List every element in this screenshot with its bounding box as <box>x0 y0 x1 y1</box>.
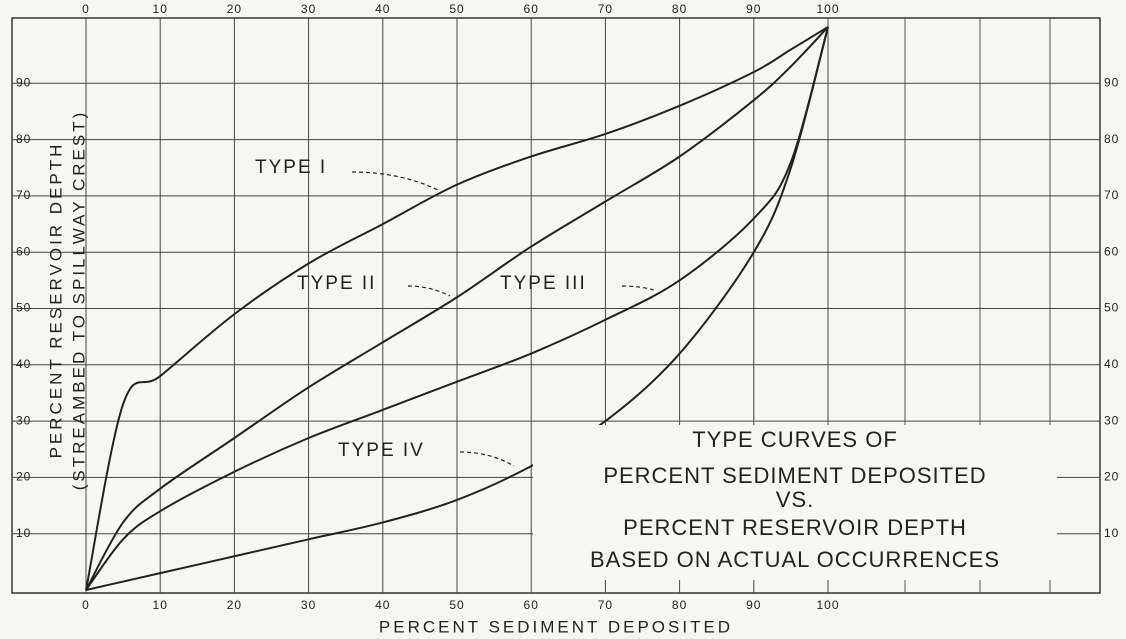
y-tick-label: 40 <box>16 357 31 371</box>
curve <box>85 26 829 591</box>
x-tick-label: 30 <box>301 598 316 612</box>
curve-label: TYPE II <box>297 273 376 294</box>
y-tick-label-right: 20 <box>1104 470 1119 484</box>
curves <box>85 26 829 591</box>
y-tick-label-right: 40 <box>1104 357 1119 371</box>
y-tick-label: 70 <box>16 188 31 202</box>
x-tick-label-top: 90 <box>746 2 761 16</box>
x-tick-label-top: 40 <box>375 2 390 16</box>
x-tick-label: 60 <box>524 598 539 612</box>
title-line: PERCENT RESERVOIR DEPTH <box>623 515 967 540</box>
x-tick-label-top: 60 <box>524 2 539 16</box>
curve-label: TYPE III <box>500 273 587 294</box>
y-tick-label: 30 <box>16 413 31 427</box>
label-arrow <box>407 285 451 297</box>
curve <box>85 26 829 591</box>
x-tick-label: 40 <box>375 598 390 612</box>
x-tick-label-top: 30 <box>301 2 316 16</box>
label-arrow <box>351 171 439 191</box>
curve-label: TYPE IV <box>338 440 425 461</box>
x-tick-label: 100 <box>816 598 839 612</box>
y-tick-label-right: 50 <box>1104 301 1119 315</box>
y-axis-label: PERCENT RESERVOIR DEPTH <box>46 142 65 459</box>
y-tick-label: 10 <box>16 526 31 540</box>
x-tick-label-top: 70 <box>598 2 613 16</box>
texts: 0 0 10 10 20 20 30 30 40 40 50 50 60 60 70 70 80 80 90 90 10… <box>16 2 1119 636</box>
x-tick-label: 70 <box>598 598 613 612</box>
curve <box>85 26 829 591</box>
y-tick-label: 90 <box>16 75 31 89</box>
x-tick-label: 90 <box>746 598 761 612</box>
grid <box>12 18 1100 593</box>
x-tick-label: 50 <box>449 598 464 612</box>
frame <box>11 17 1101 594</box>
title-box <box>533 425 1057 580</box>
x-tick-label: 10 <box>153 598 168 612</box>
x-tick-label: 0 <box>82 598 90 612</box>
y-tick-label-right: 70 <box>1104 188 1119 202</box>
y-tick-label: 80 <box>16 132 31 146</box>
x-tick-label-top: 20 <box>227 2 242 16</box>
x-tick-label: 80 <box>672 598 687 612</box>
x-tick-label-top: 80 <box>672 2 687 16</box>
x-tick-label-top: 50 <box>449 2 464 16</box>
y-tick-label: 60 <box>16 244 31 258</box>
y-tick-label: 20 <box>16 470 31 484</box>
title-line: TYPE CURVES OF <box>692 427 898 452</box>
y-tick-label-right: 60 <box>1104 244 1119 258</box>
label-arrow <box>459 451 515 467</box>
x-tick-label-top: 100 <box>816 2 839 16</box>
y-tick-label-right: 30 <box>1104 413 1119 427</box>
y-tick-label-right: 90 <box>1104 75 1119 89</box>
y-tick-label: 50 <box>16 301 31 315</box>
title-line: PERCENT SEDIMENT DEPOSITED <box>603 463 986 488</box>
y-axis-label: (STREAMBED TO SPILLWAY CREST) <box>69 110 88 490</box>
curve <box>85 26 829 591</box>
x-tick-label-top: 0 <box>82 2 90 16</box>
title-line: BASED ON ACTUAL OCCURRENCES <box>590 547 1000 572</box>
title-line: VS. <box>776 487 814 512</box>
label-arrow <box>621 285 655 291</box>
x-tick-label: 20 <box>227 598 242 612</box>
x-tick-label-top: 10 <box>153 2 168 16</box>
y-tick-label-right: 10 <box>1104 526 1119 540</box>
y-tick-label-right: 80 <box>1104 132 1119 146</box>
x-axis-label: PERCENT SEDIMENT DEPOSITED <box>379 617 733 636</box>
curve-label: TYPE I <box>255 157 327 178</box>
